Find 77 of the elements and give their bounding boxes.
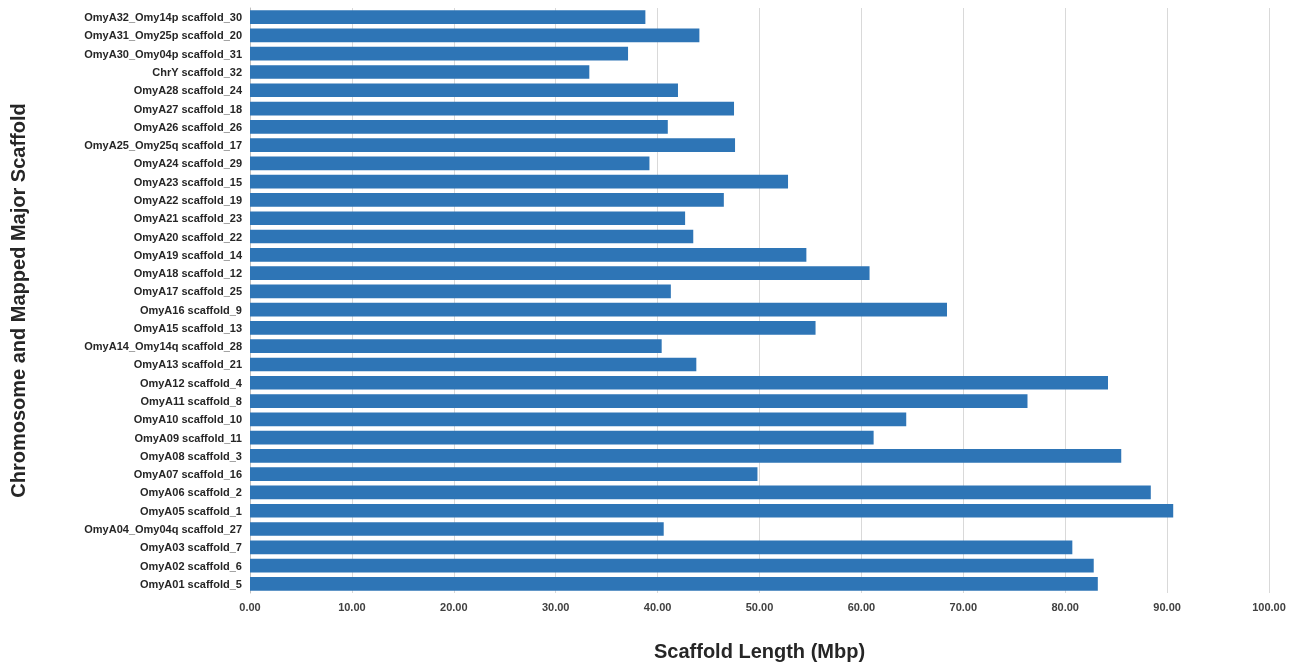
x-axis-title: Scaffold Length (Mbp) [653,640,866,662]
bar [250,540,1073,555]
bar [250,229,694,244]
y-tick-label: OmyA24 scaffold_29 [133,157,242,170]
bar [250,174,789,189]
y-axis-title: Chromosome and Mapped Major Scaffold [7,103,29,498]
bar [250,119,668,134]
x-tick-label: 60.00 [847,600,876,613]
y-tick-label: OmyA06 scaffold_2 [139,486,242,499]
bar [250,28,700,43]
bar [250,138,736,152]
bar [250,375,1108,390]
bar [250,101,735,116]
x-tick-label: 40.00 [643,600,672,613]
y-tick-label: OmyA21 scaffold_23 [133,212,242,225]
y-tick-label: ChrY scaffold_32 [152,65,242,78]
y-tick-label: OmyA28 scaffold_24 [133,84,243,97]
y-tick-label: OmyA18 scaffold_12 [133,267,242,280]
y-tick-label: OmyA07 scaffold_16 [133,468,242,481]
y-tick-label: OmyA11 scaffold_8 [140,395,242,408]
y-tick-label: OmyA12 scaffold_4 [139,376,243,389]
x-tick-label: 100.00 [1252,600,1286,613]
y-tick-label: OmyA25_Omy25q scaffold_17 [84,139,242,152]
y-tick-label: OmyA01 scaffold_5 [139,577,242,590]
bar [250,211,686,226]
y-tick-label: OmyA08 scaffold_3 [139,449,242,462]
y-tick-label: OmyA14_Omy14q scaffold_28 [84,340,242,353]
y-tick-label: OmyA20 scaffold_22 [133,230,242,243]
bar [250,193,724,207]
y-tick-label: OmyA16 scaffold_9 [139,303,242,316]
x-tick-label: 80.00 [1051,600,1079,613]
bar [250,321,816,335]
bar [250,503,1174,518]
y-tick-label: OmyA04_Omy04q scaffold_27 [84,523,242,536]
bar [250,558,1094,573]
x-tick-label: 50.00 [745,600,774,613]
bar [250,247,807,262]
y-tick-label: OmyA23 scaffold_15 [133,175,242,188]
bar [250,284,671,299]
y-tick-label: OmyA17 scaffold_25 [133,285,242,298]
bar [250,46,629,61]
y-tick-label: OmyA10 scaffold_10 [133,413,242,426]
y-tick-label: OmyA05 scaffold_1 [139,504,242,517]
y-tick-label: OmyA31_Omy25p scaffold_20 [84,29,242,42]
bar [250,302,947,317]
x-tick-label: 0.00 [239,600,261,613]
y-tick-label: OmyA27 scaffold_18 [133,102,242,115]
bar [250,83,678,98]
x-tick-label: 90.00 [1153,600,1181,613]
bar [250,357,697,372]
bar [250,394,1028,408]
bar [250,10,646,24]
y-tick-label: OmyA03 scaffold_7 [139,541,242,554]
x-tick-label: 70.00 [949,600,978,613]
y-tick-label: OmyA22 scaffold_19 [133,193,242,206]
bar [250,485,1151,500]
y-tick-label: OmyA15 scaffold_13 [133,321,242,334]
bar [250,577,1098,591]
y-tick-label: OmyA32_Omy14p scaffold_30 [84,11,242,24]
x-tick-label: 10.00 [338,600,366,613]
y-tick-label: OmyA26 scaffold_26 [133,120,242,133]
bar [250,266,870,280]
bar [250,339,662,354]
bar [250,430,874,445]
bar [250,156,650,171]
y-tick-label: OmyA13 scaffold_21 [133,358,242,371]
bar [250,412,907,427]
bar [250,522,664,536]
bar [250,449,1122,463]
y-tick-label: OmyA19 scaffold_14 [133,248,243,261]
bar [250,467,758,482]
y-tick-label: OmyA09 scaffold_11 [134,431,242,444]
x-tick-label: 20.00 [440,600,468,613]
y-tick-label: OmyA02 scaffold_6 [139,559,242,572]
y-tick-label: OmyA30_Omy04p scaffold_31 [84,47,242,60]
x-tick-label: 30.00 [541,600,570,613]
bar [250,65,590,79]
